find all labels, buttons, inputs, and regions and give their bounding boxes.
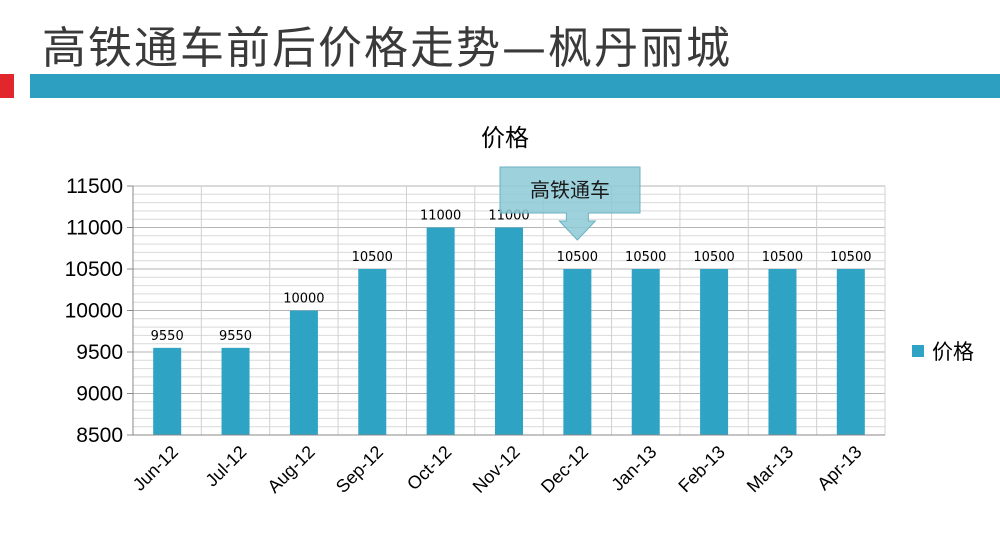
y-tick-label: 8500 bbox=[76, 424, 123, 447]
data-label: 9550 bbox=[151, 329, 184, 344]
data-label: 10500 bbox=[557, 250, 598, 265]
bar bbox=[836, 269, 865, 435]
red-marker bbox=[0, 74, 14, 98]
data-label: 9550 bbox=[219, 329, 252, 344]
x-tick-label: Aug-12 bbox=[264, 442, 319, 497]
legend: 价格 bbox=[912, 340, 974, 364]
y-tick-label: 11500 bbox=[66, 175, 123, 198]
x-tick-label: Oct-12 bbox=[403, 442, 455, 494]
legend-swatch bbox=[912, 345, 924, 357]
x-tick-label: Jun-12 bbox=[129, 442, 182, 495]
chart-title: 价格 bbox=[481, 124, 529, 152]
y-tick-label: 9500 bbox=[76, 341, 123, 364]
data-label: 10500 bbox=[762, 250, 803, 265]
x-tick-label: Sep-12 bbox=[332, 442, 387, 497]
title-band bbox=[30, 74, 1000, 98]
bar bbox=[768, 269, 797, 435]
data-label: 10500 bbox=[830, 250, 871, 265]
bar bbox=[358, 269, 387, 435]
bar bbox=[153, 347, 182, 435]
y-axis: 8500 9000 9500 10000 10500 11000 11500 bbox=[65, 175, 134, 447]
y-tick-label: 11000 bbox=[66, 217, 123, 240]
bar bbox=[563, 269, 592, 435]
bar bbox=[495, 227, 523, 435]
y-tick-label: 9000 bbox=[76, 383, 123, 406]
x-tick-label: Apr-13 bbox=[813, 442, 865, 494]
slide-title: 高铁通车前后价格走势—枫丹丽城 bbox=[42, 23, 732, 74]
x-tick-label: Jan-13 bbox=[607, 442, 660, 495]
x-tick-label: Mar-13 bbox=[743, 442, 797, 496]
data-label: 10000 bbox=[283, 292, 324, 307]
data-label: 10500 bbox=[625, 250, 666, 265]
x-tick-label: Jul-12 bbox=[202, 442, 251, 491]
callout-label: 高铁通车 bbox=[530, 178, 610, 202]
bar bbox=[289, 310, 318, 435]
x-axis: Jun-12 Jul-12 Aug-12 Sep-12 Oct-12 Nov-12 Dec-… bbox=[129, 434, 885, 497]
x-tick-label: Nov-12 bbox=[469, 442, 524, 497]
bar bbox=[700, 269, 729, 435]
data-label: 10500 bbox=[693, 250, 734, 265]
y-tick-label: 10500 bbox=[65, 258, 123, 281]
callout-shape bbox=[499, 166, 641, 241]
annotation-callout: 高铁通车 bbox=[499, 166, 641, 241]
y-tick-label: 10000 bbox=[65, 300, 123, 323]
x-tick-label: Feb-13 bbox=[674, 442, 728, 496]
legend-label: 价格 bbox=[932, 340, 974, 364]
bar bbox=[426, 227, 455, 435]
bar bbox=[631, 269, 660, 435]
bar bbox=[221, 347, 250, 435]
data-label: 11000 bbox=[420, 209, 461, 224]
x-tick-label: Dec-12 bbox=[537, 442, 592, 497]
data-label: 10500 bbox=[352, 250, 393, 265]
